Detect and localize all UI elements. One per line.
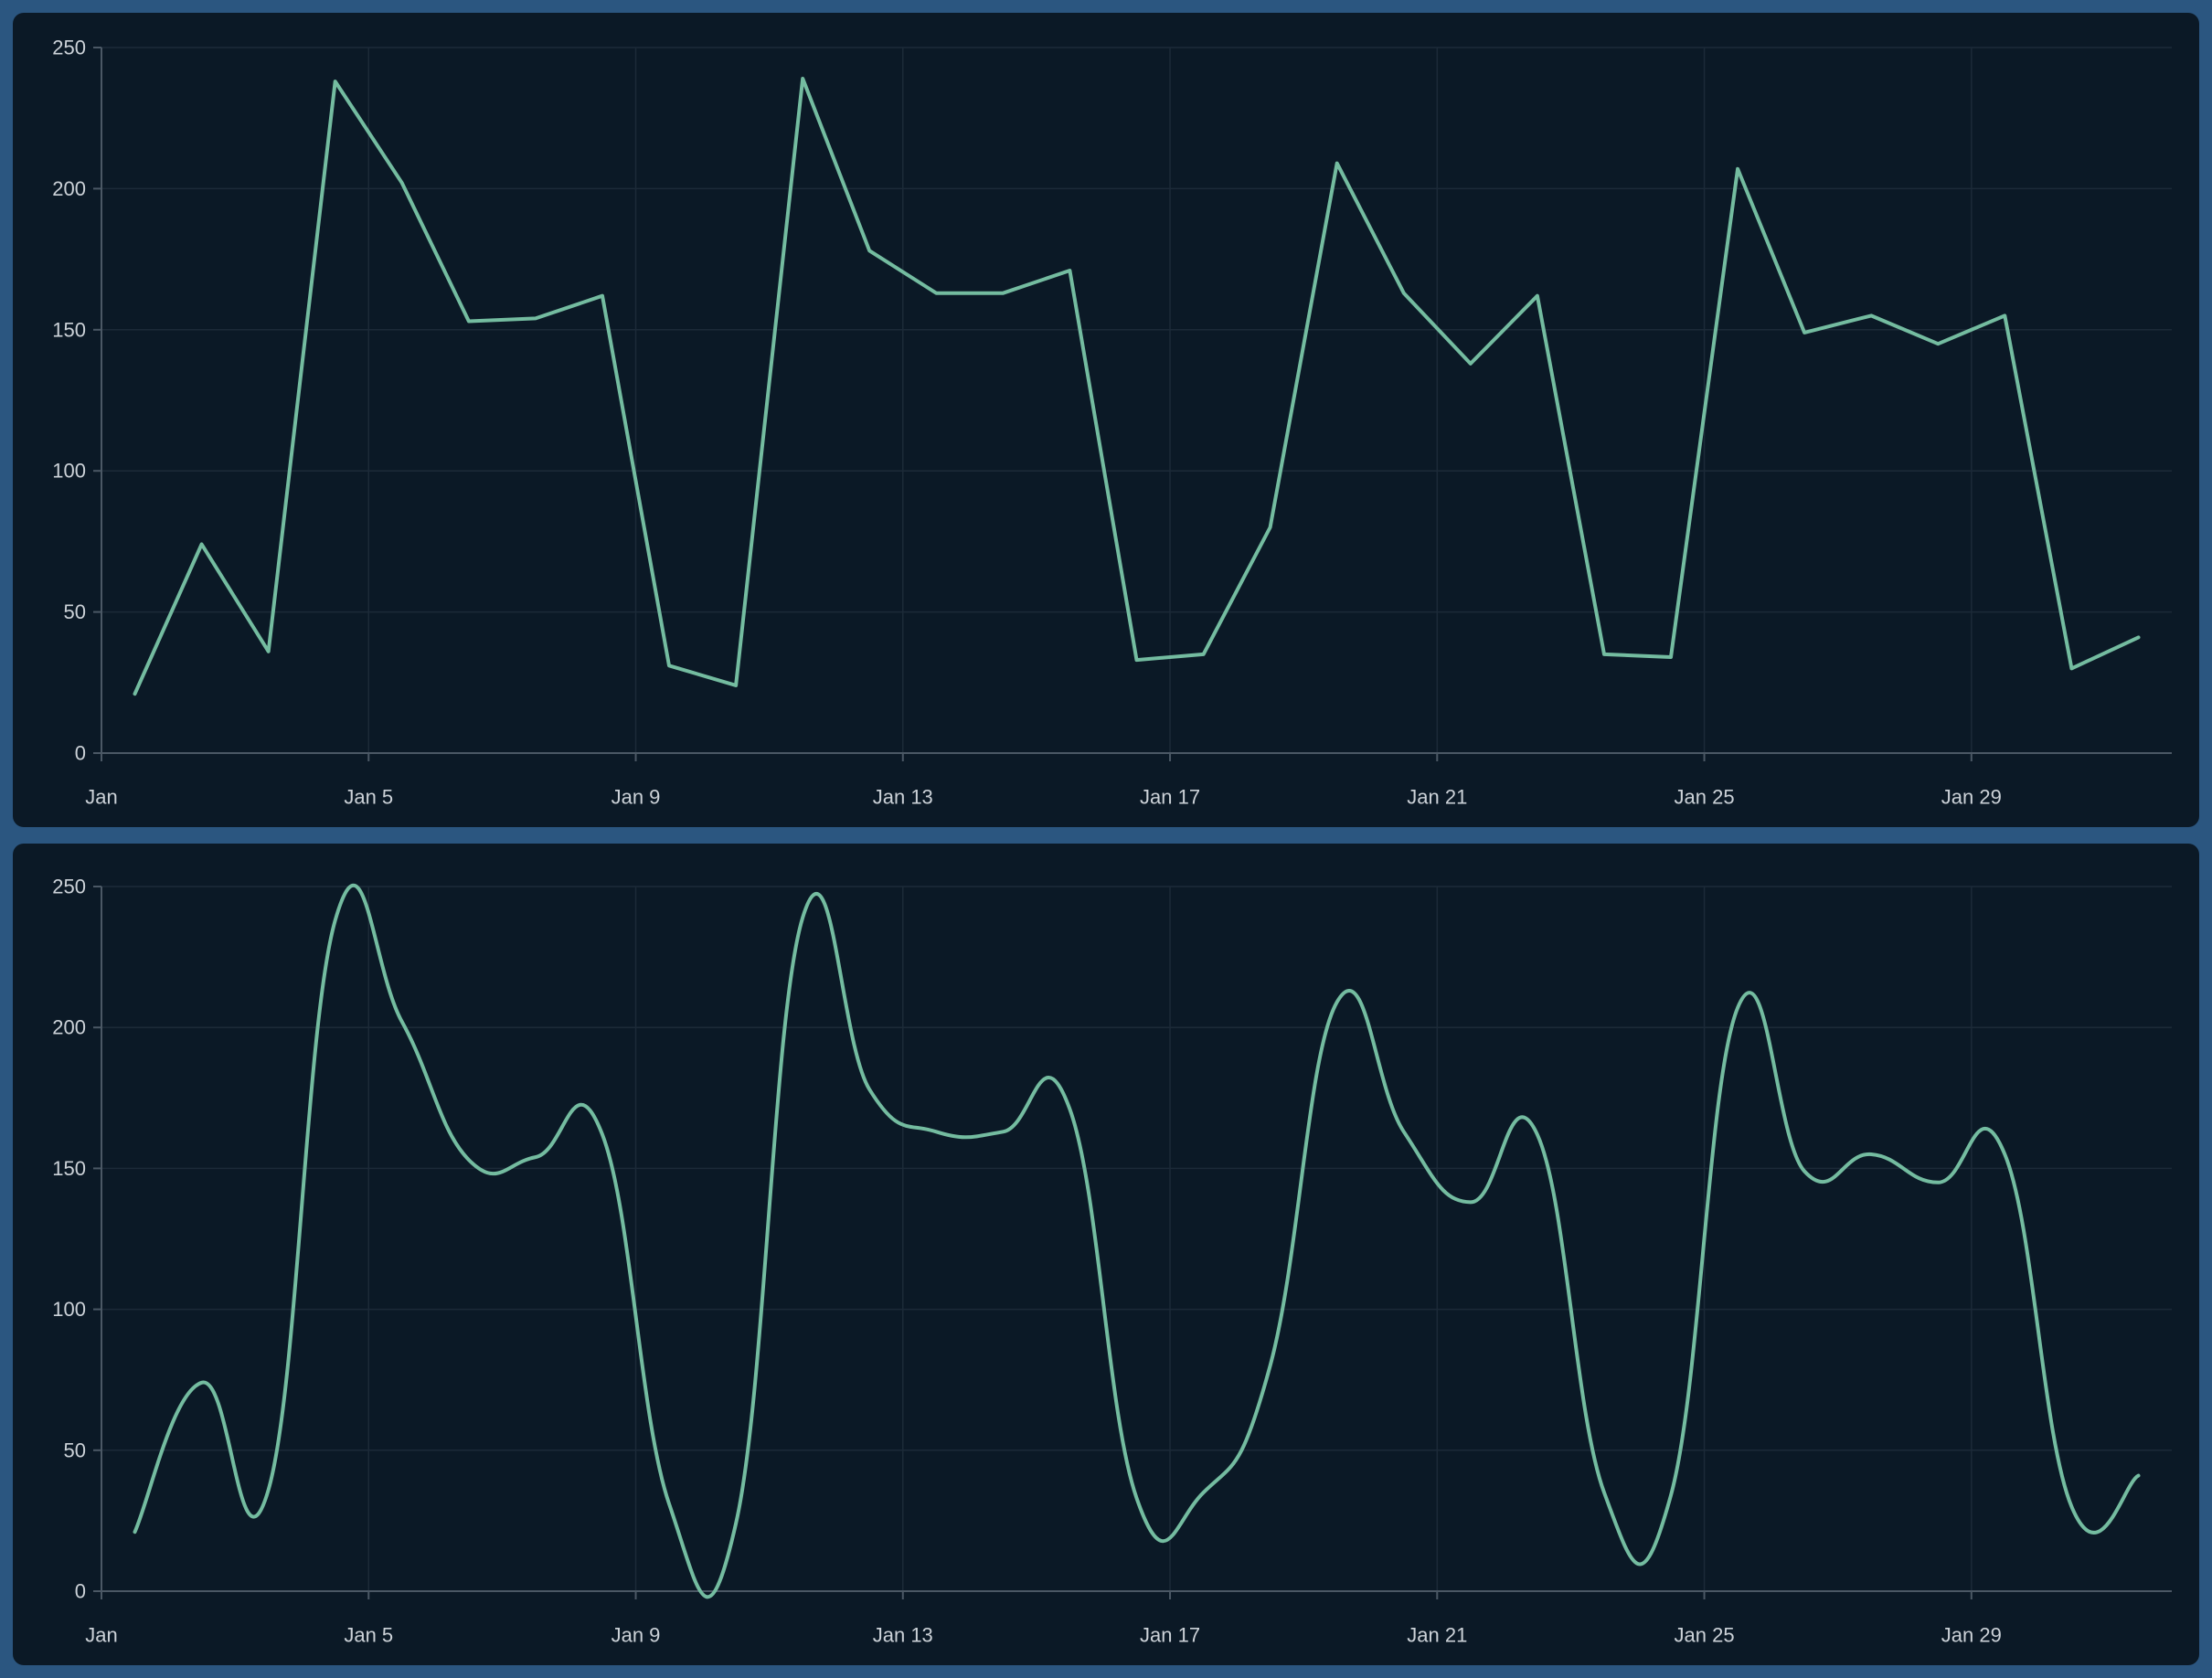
x-tick-label: Jan 5 (344, 786, 393, 809)
x-tick-label: Jan (85, 786, 117, 809)
y-tick-label: 200 (52, 177, 86, 200)
bottom-line-chart: 0 50 100 150 200 250 Jan Jan 5 Jan 9 Jan 13 Jan 17… (52, 876, 2172, 1647)
top-chart-panel: 0 50 100 150 200 250 Jan Jan 5 Jan 9 Jan 13 Jan 17… (13, 13, 2199, 827)
y-tick-label: 0 (75, 1580, 86, 1603)
x-tick-label: Jan (85, 1624, 117, 1647)
x-tick-label: Jan 5 (344, 1624, 393, 1647)
x-tick-label: Jan 13 (873, 786, 933, 809)
x-tick-label: Jan 25 (1675, 1624, 1735, 1647)
bottom-chart-panel: 0 50 100 150 200 250 Jan Jan 5 Jan 9 Jan 13 Jan 17… (13, 844, 2199, 1665)
y-tick-label: 200 (52, 1016, 86, 1039)
y-tick-label: 50 (64, 1439, 86, 1461)
x-tick-label: Jan 29 (1941, 1624, 2002, 1647)
top-line-chart: 0 50 100 150 200 250 Jan Jan 5 Jan 9 Jan 13 Jan 17… (52, 37, 2172, 809)
y-tick-label: 150 (52, 318, 86, 341)
x-tick-label: Jan 9 (611, 786, 661, 809)
y-tick-label: 100 (52, 1298, 86, 1321)
y-tick-label: 150 (52, 1157, 86, 1180)
series-line (133, 77, 2141, 696)
x-tick-label: Jan 9 (611, 1624, 661, 1647)
x-tick-label: Jan 21 (1407, 786, 1467, 809)
x-tick-label: Jan 29 (1941, 786, 2002, 809)
smoothed-series-line (133, 883, 2141, 1599)
x-tick-label: Jan 17 (1140, 786, 1200, 809)
x-tick-label: Jan 13 (873, 1624, 933, 1647)
y-tick-label: 250 (52, 37, 86, 59)
y-tick-label: 250 (52, 876, 86, 898)
x-tick-label: Jan 25 (1675, 786, 1735, 809)
y-tick-label: 100 (52, 460, 86, 483)
x-tick-label: Jan 21 (1407, 1624, 1467, 1647)
x-tick-label: Jan 17 (1140, 1624, 1200, 1647)
y-tick-label: 0 (75, 742, 86, 765)
y-tick-label: 50 (64, 600, 86, 623)
